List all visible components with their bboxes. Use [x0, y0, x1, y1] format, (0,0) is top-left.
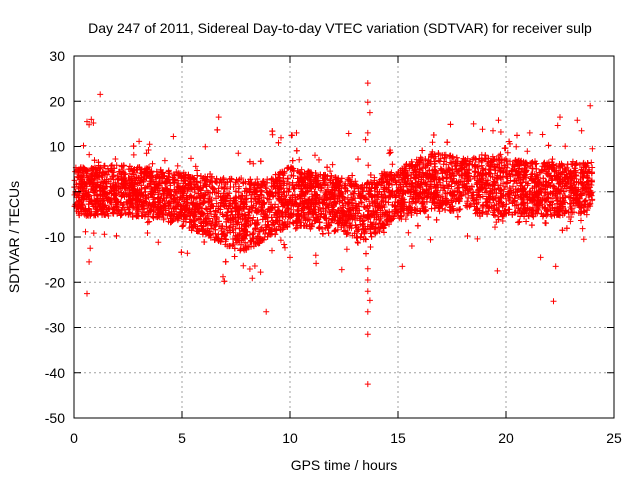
chart-background: [0, 0, 640, 480]
